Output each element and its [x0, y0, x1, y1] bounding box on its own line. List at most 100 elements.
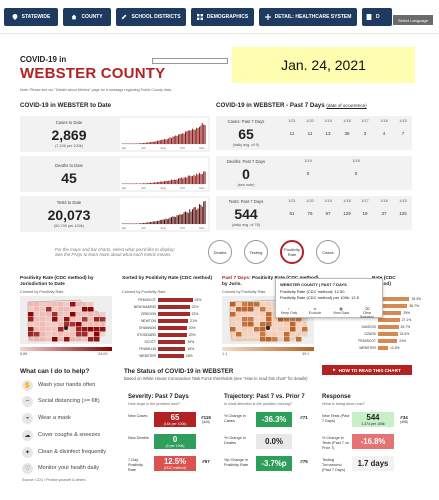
- map-county[interactable]: [28, 317, 34, 322]
- map-county[interactable]: [88, 332, 94, 337]
- map-county[interactable]: [82, 312, 88, 317]
- map-county[interactable]: [272, 327, 278, 332]
- map-county[interactable]: [236, 317, 242, 322]
- map-county[interactable]: [260, 302, 266, 307]
- map-county[interactable]: [242, 322, 248, 327]
- map-county[interactable]: [46, 327, 52, 332]
- map-county[interactable]: [284, 337, 290, 342]
- map1-missouri-map[interactable]: [20, 296, 112, 344]
- map-county[interactable]: [34, 302, 40, 307]
- tooltip-keep-only[interactable]: ✓ Keep Only: [278, 307, 300, 315]
- map-county[interactable]: [272, 332, 278, 337]
- map-county[interactable]: [266, 312, 272, 317]
- map-county[interactable]: [94, 332, 100, 337]
- map-county[interactable]: [64, 337, 70, 342]
- metric-deaths-button[interactable]: Deaths: [208, 240, 232, 264]
- map-county[interactable]: [70, 322, 76, 327]
- map-county[interactable]: [40, 337, 46, 342]
- map-county[interactable]: [58, 322, 64, 327]
- map-county[interactable]: [284, 332, 290, 337]
- how-to-read-button[interactable]: ▸ HOW TO READ THIS CHART: [322, 365, 412, 375]
- map-county[interactable]: [242, 312, 248, 317]
- map-county[interactable]: [28, 302, 34, 307]
- map-county[interactable]: [248, 317, 254, 322]
- map-county[interactable]: [76, 332, 82, 337]
- map-county[interactable]: [272, 312, 278, 317]
- map-county[interactable]: [40, 312, 46, 317]
- map-county[interactable]: [82, 322, 88, 327]
- map-county[interactable]: [70, 312, 76, 317]
- bar[interactable]: [158, 305, 190, 309]
- map-county[interactable]: [272, 317, 278, 322]
- map-county[interactable]: [242, 337, 248, 342]
- map-county[interactable]: [266, 322, 272, 327]
- bar[interactable]: [378, 318, 400, 322]
- nav-statewide-button[interactable]: STATEWIDE: [4, 8, 58, 26]
- map-county[interactable]: [236, 302, 242, 307]
- bar[interactable]: [378, 339, 398, 343]
- map-county[interactable]: [76, 322, 82, 327]
- map-county[interactable]: [52, 312, 58, 317]
- map-county[interactable]: [260, 337, 266, 342]
- map-county[interactable]: [82, 317, 88, 322]
- map-county[interactable]: [248, 312, 254, 317]
- map-county[interactable]: [254, 322, 260, 327]
- metric-positivity-button[interactable]: Positivity Rate: [280, 240, 304, 264]
- map-county[interactable]: [40, 302, 46, 307]
- map-county[interactable]: [52, 327, 58, 332]
- map-county[interactable]: [40, 307, 46, 312]
- map-county[interactable]: [260, 327, 266, 332]
- bar[interactable]: [158, 326, 187, 330]
- bar[interactable]: [378, 304, 408, 308]
- map-county[interactable]: [230, 302, 236, 307]
- map-county[interactable]: [64, 322, 70, 327]
- map-county[interactable]: [28, 322, 34, 327]
- map-county[interactable]: [236, 312, 242, 317]
- map-county[interactable]: [272, 337, 278, 342]
- map-county[interactable]: [34, 322, 40, 327]
- map-county[interactable]: [242, 302, 248, 307]
- map-county[interactable]: [272, 322, 278, 327]
- map-county[interactable]: [260, 307, 266, 312]
- map-county[interactable]: [278, 327, 284, 332]
- map-county[interactable]: [94, 337, 100, 342]
- map-county[interactable]: [82, 337, 88, 342]
- map-county[interactable]: [284, 317, 290, 322]
- map-county[interactable]: [100, 312, 106, 317]
- map-county[interactable]: [290, 337, 296, 342]
- map-county[interactable]: [46, 332, 52, 337]
- map-county[interactable]: [100, 317, 106, 322]
- map-county[interactable]: [34, 307, 40, 312]
- map-county[interactable]: [46, 307, 52, 312]
- map-county[interactable]: [82, 327, 88, 332]
- map-county[interactable]: [28, 332, 34, 337]
- map-county[interactable]: [254, 307, 260, 312]
- map-county[interactable]: [46, 317, 52, 322]
- map-county[interactable]: [34, 332, 40, 337]
- map-county[interactable]: [266, 332, 272, 337]
- map-county[interactable]: [64, 307, 70, 312]
- tooltip-exclude[interactable]: ⊘ Exclude: [304, 307, 326, 315]
- map-county[interactable]: [28, 327, 34, 332]
- map-county[interactable]: [34, 327, 40, 332]
- map-county[interactable]: [28, 337, 34, 342]
- map-county[interactable]: [52, 317, 58, 322]
- map-county[interactable]: [52, 332, 58, 337]
- bar[interactable]: [378, 311, 402, 315]
- map-county[interactable]: [242, 307, 248, 312]
- map-county[interactable]: [34, 317, 40, 322]
- map-county[interactable]: [82, 307, 88, 312]
- map-county[interactable]: [88, 322, 94, 327]
- map-county[interactable]: [58, 317, 64, 322]
- map-county[interactable]: [230, 307, 236, 312]
- map-county[interactable]: [290, 317, 296, 322]
- map-county[interactable]: [302, 327, 308, 332]
- map-county[interactable]: [40, 317, 46, 322]
- map-county[interactable]: [76, 317, 82, 322]
- map-county[interactable]: [248, 322, 254, 327]
- map-county[interactable]: [58, 327, 64, 332]
- map-county[interactable]: [248, 327, 254, 332]
- map-county[interactable]: [40, 327, 46, 332]
- map-county[interactable]: [100, 322, 106, 327]
- map-county[interactable]: [58, 332, 64, 337]
